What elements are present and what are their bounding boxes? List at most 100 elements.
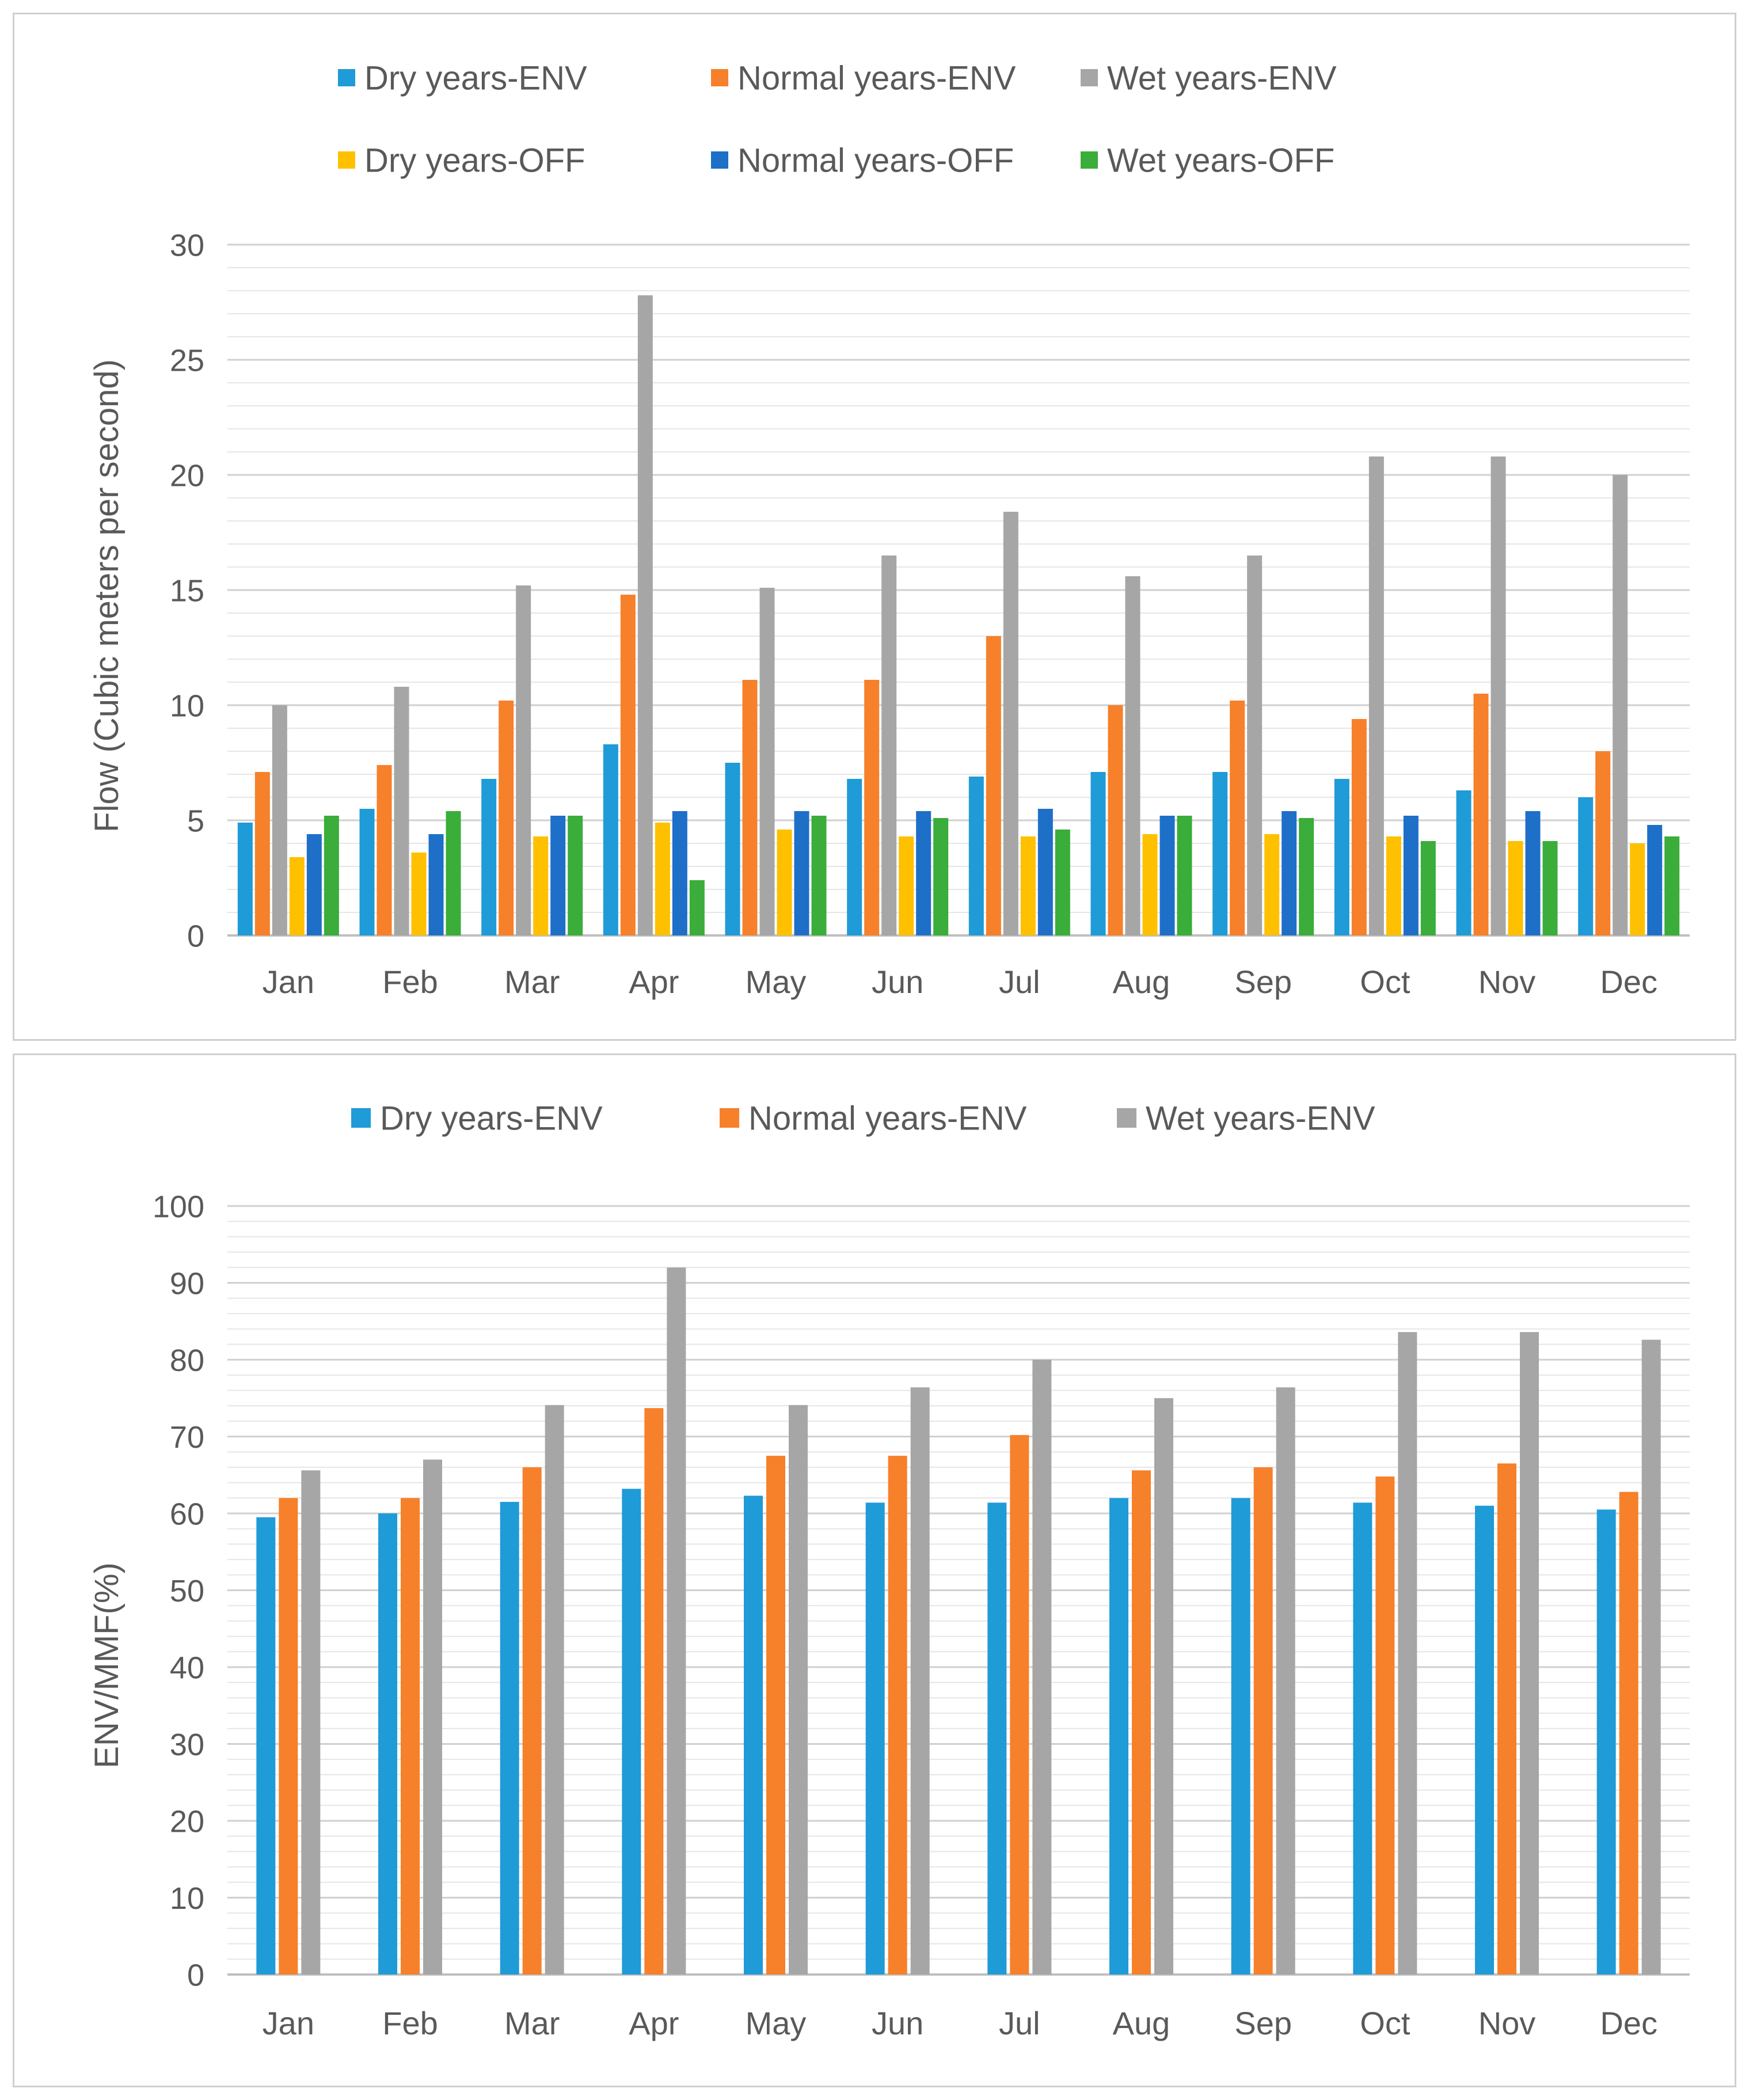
x-tick-label: Jul (999, 2005, 1040, 2041)
x-tick-label: Jun (872, 2005, 923, 2041)
bar-dry-years-env-jan (256, 1517, 276, 1975)
bar-wet-years-off-jun (933, 818, 949, 935)
bar-dry-years-env-feb (359, 809, 375, 935)
bar-normal-years-env-jul (986, 636, 1001, 935)
bar-wet-years-off-dec (1664, 836, 1680, 935)
legend-swatch (1117, 1108, 1136, 1128)
bar-normal-years-off-apr (672, 811, 687, 935)
legend-label: Normal years-OFF (737, 142, 1014, 179)
x-tick-label: Feb (382, 964, 438, 1000)
bar-dry-years-env-nov (1475, 1505, 1494, 1975)
legend-label: Wet years-OFF (1107, 142, 1334, 179)
x-tick-label: Oct (1360, 964, 1410, 1000)
y-tick-label: 90 (170, 1266, 204, 1301)
bar-normal-years-off-mar (550, 816, 566, 935)
x-tick-label: Apr (629, 2005, 679, 2041)
bar-wet-years-env-nov (1520, 1331, 1539, 1975)
bar-wet-years-off-may (811, 816, 827, 935)
bar-normal-years-env-aug (1132, 1470, 1151, 1975)
y-axis-label: ENV/MMF(%) (88, 1562, 126, 1768)
y-tick-label: 50 (170, 1574, 204, 1608)
legend-swatch (1081, 69, 1098, 86)
x-tick-label: Apr (629, 964, 679, 1000)
y-tick-label: 0 (187, 1958, 204, 1992)
bar-dry-years-env-dec (1596, 1509, 1616, 1975)
bar-wet-years-off-feb (446, 811, 461, 935)
bar-dry-years-env-jun (847, 779, 862, 935)
bar-normal-years-env-sep (1253, 1467, 1273, 1975)
x-tick-label: Jul (999, 964, 1040, 1000)
bar-wet-years-env-jul (1003, 512, 1018, 935)
x-tick-label: Aug (1113, 964, 1170, 1000)
bar-dry-years-off-mar (533, 836, 549, 935)
bar-normal-years-env-may (766, 1455, 785, 1975)
y-tick-label: 30 (170, 228, 204, 262)
percent-chart: 0 10 20 30 40 50 60 70 80 90 100 Jan Feb Mar Apr May Jun… (88, 1100, 1690, 2041)
bar-dry-years-env-jan (237, 823, 253, 935)
bar-normal-years-env-dec (1619, 1492, 1638, 1975)
bar-normal-years-env-nov (1497, 1463, 1516, 1975)
legend-swatch (351, 1108, 371, 1128)
bar-wet-years-env-mar (516, 585, 531, 935)
bar-dry-years-env-feb (378, 1513, 397, 1975)
bar-wet-years-env-jul (1032, 1360, 1052, 1975)
bar-dry-years-env-may (725, 763, 740, 935)
bar-wet-years-env-nov (1491, 456, 1506, 935)
flow-chart-panel: 0 5 10 15 20 25 30 Jan Feb Mar Apr May Jun Jul Aug Sep O… (13, 13, 1736, 1041)
bar-wet-years-off-apr (689, 880, 705, 935)
bar-wet-years-env-jun (881, 556, 897, 935)
bar-dry-years-off-jan (289, 857, 305, 935)
bar-dry-years-env-oct (1353, 1502, 1372, 1975)
bar-normal-years-env-jan (279, 1498, 298, 1975)
y-tick-label: 40 (170, 1650, 204, 1685)
bar-dry-years-env-oct (1334, 779, 1349, 935)
x-tick-label: Nov (1478, 964, 1536, 1000)
bar-wet-years-env-jun (910, 1387, 930, 1975)
y-tick-label: 100 (153, 1189, 204, 1224)
bar-normal-years-off-feb (428, 834, 444, 935)
bar-dry-years-off-jun (899, 836, 914, 935)
bar-normal-years-env-aug (1108, 705, 1123, 935)
bar-wet-years-env-sep (1276, 1387, 1295, 1975)
bar-dry-years-off-feb (411, 853, 427, 935)
bar-dry-years-env-dec (1578, 797, 1594, 935)
bar-dry-years-off-may (777, 830, 792, 935)
x-tick-label: Mar (504, 2005, 560, 2041)
bar-normal-years-env-jun (888, 1455, 907, 1975)
bar-dry-years-off-jul (1020, 836, 1036, 935)
bar-dry-years-env-jul (987, 1502, 1007, 1975)
bar-dry-years-env-apr (603, 744, 618, 935)
bar-wet-years-env-oct (1398, 1331, 1417, 1975)
legend-swatch (1081, 151, 1098, 169)
legend-label: Wet years-ENV (1107, 59, 1337, 97)
y-tick-label: 20 (170, 1804, 204, 1839)
legend-swatch (338, 151, 355, 169)
y-tick-label: 0 (187, 919, 204, 953)
legend-label: Dry years-ENV (380, 1100, 603, 1137)
x-tick-label: Jun (872, 964, 923, 1000)
bar-normal-years-env-mar (522, 1467, 542, 1975)
bar-dry-years-env-mar (481, 779, 497, 935)
bar-wet-years-env-apr (667, 1267, 686, 1975)
y-tick-label: 10 (170, 1881, 204, 1916)
x-tick-label: Dec (1600, 964, 1657, 1000)
bar-normal-years-env-oct (1351, 719, 1367, 935)
legend-label: Dry years-OFF (364, 142, 585, 179)
y-tick-label: 20 (170, 458, 204, 493)
bar-dry-years-off-oct (1386, 836, 1401, 935)
flow-chart: 0 5 10 15 20 25 30 Jan Feb Mar Apr May Jun Jul Aug Sep O… (88, 59, 1690, 1000)
bar-dry-years-off-apr (655, 823, 670, 935)
bar-wet-years-env-aug (1125, 576, 1140, 935)
bar-wet-years-off-oct (1420, 841, 1436, 935)
bar-wet-years-env-jan (301, 1470, 321, 1975)
bar-normal-years-env-feb (377, 765, 392, 935)
legend-swatch (338, 69, 355, 86)
bar-normal-years-off-jan (306, 834, 322, 935)
bar-normal-years-off-nov (1525, 811, 1541, 935)
y-tick-label: 10 (170, 688, 204, 723)
bar-wet-years-env-oct (1368, 456, 1384, 935)
y-axis-label: Flow (Cubic meters per second) (88, 359, 126, 832)
bar-wet-years-env-mar (545, 1405, 564, 1975)
bar-dry-years-off-aug (1142, 834, 1158, 935)
bar-wet-years-off-jul (1055, 830, 1070, 935)
